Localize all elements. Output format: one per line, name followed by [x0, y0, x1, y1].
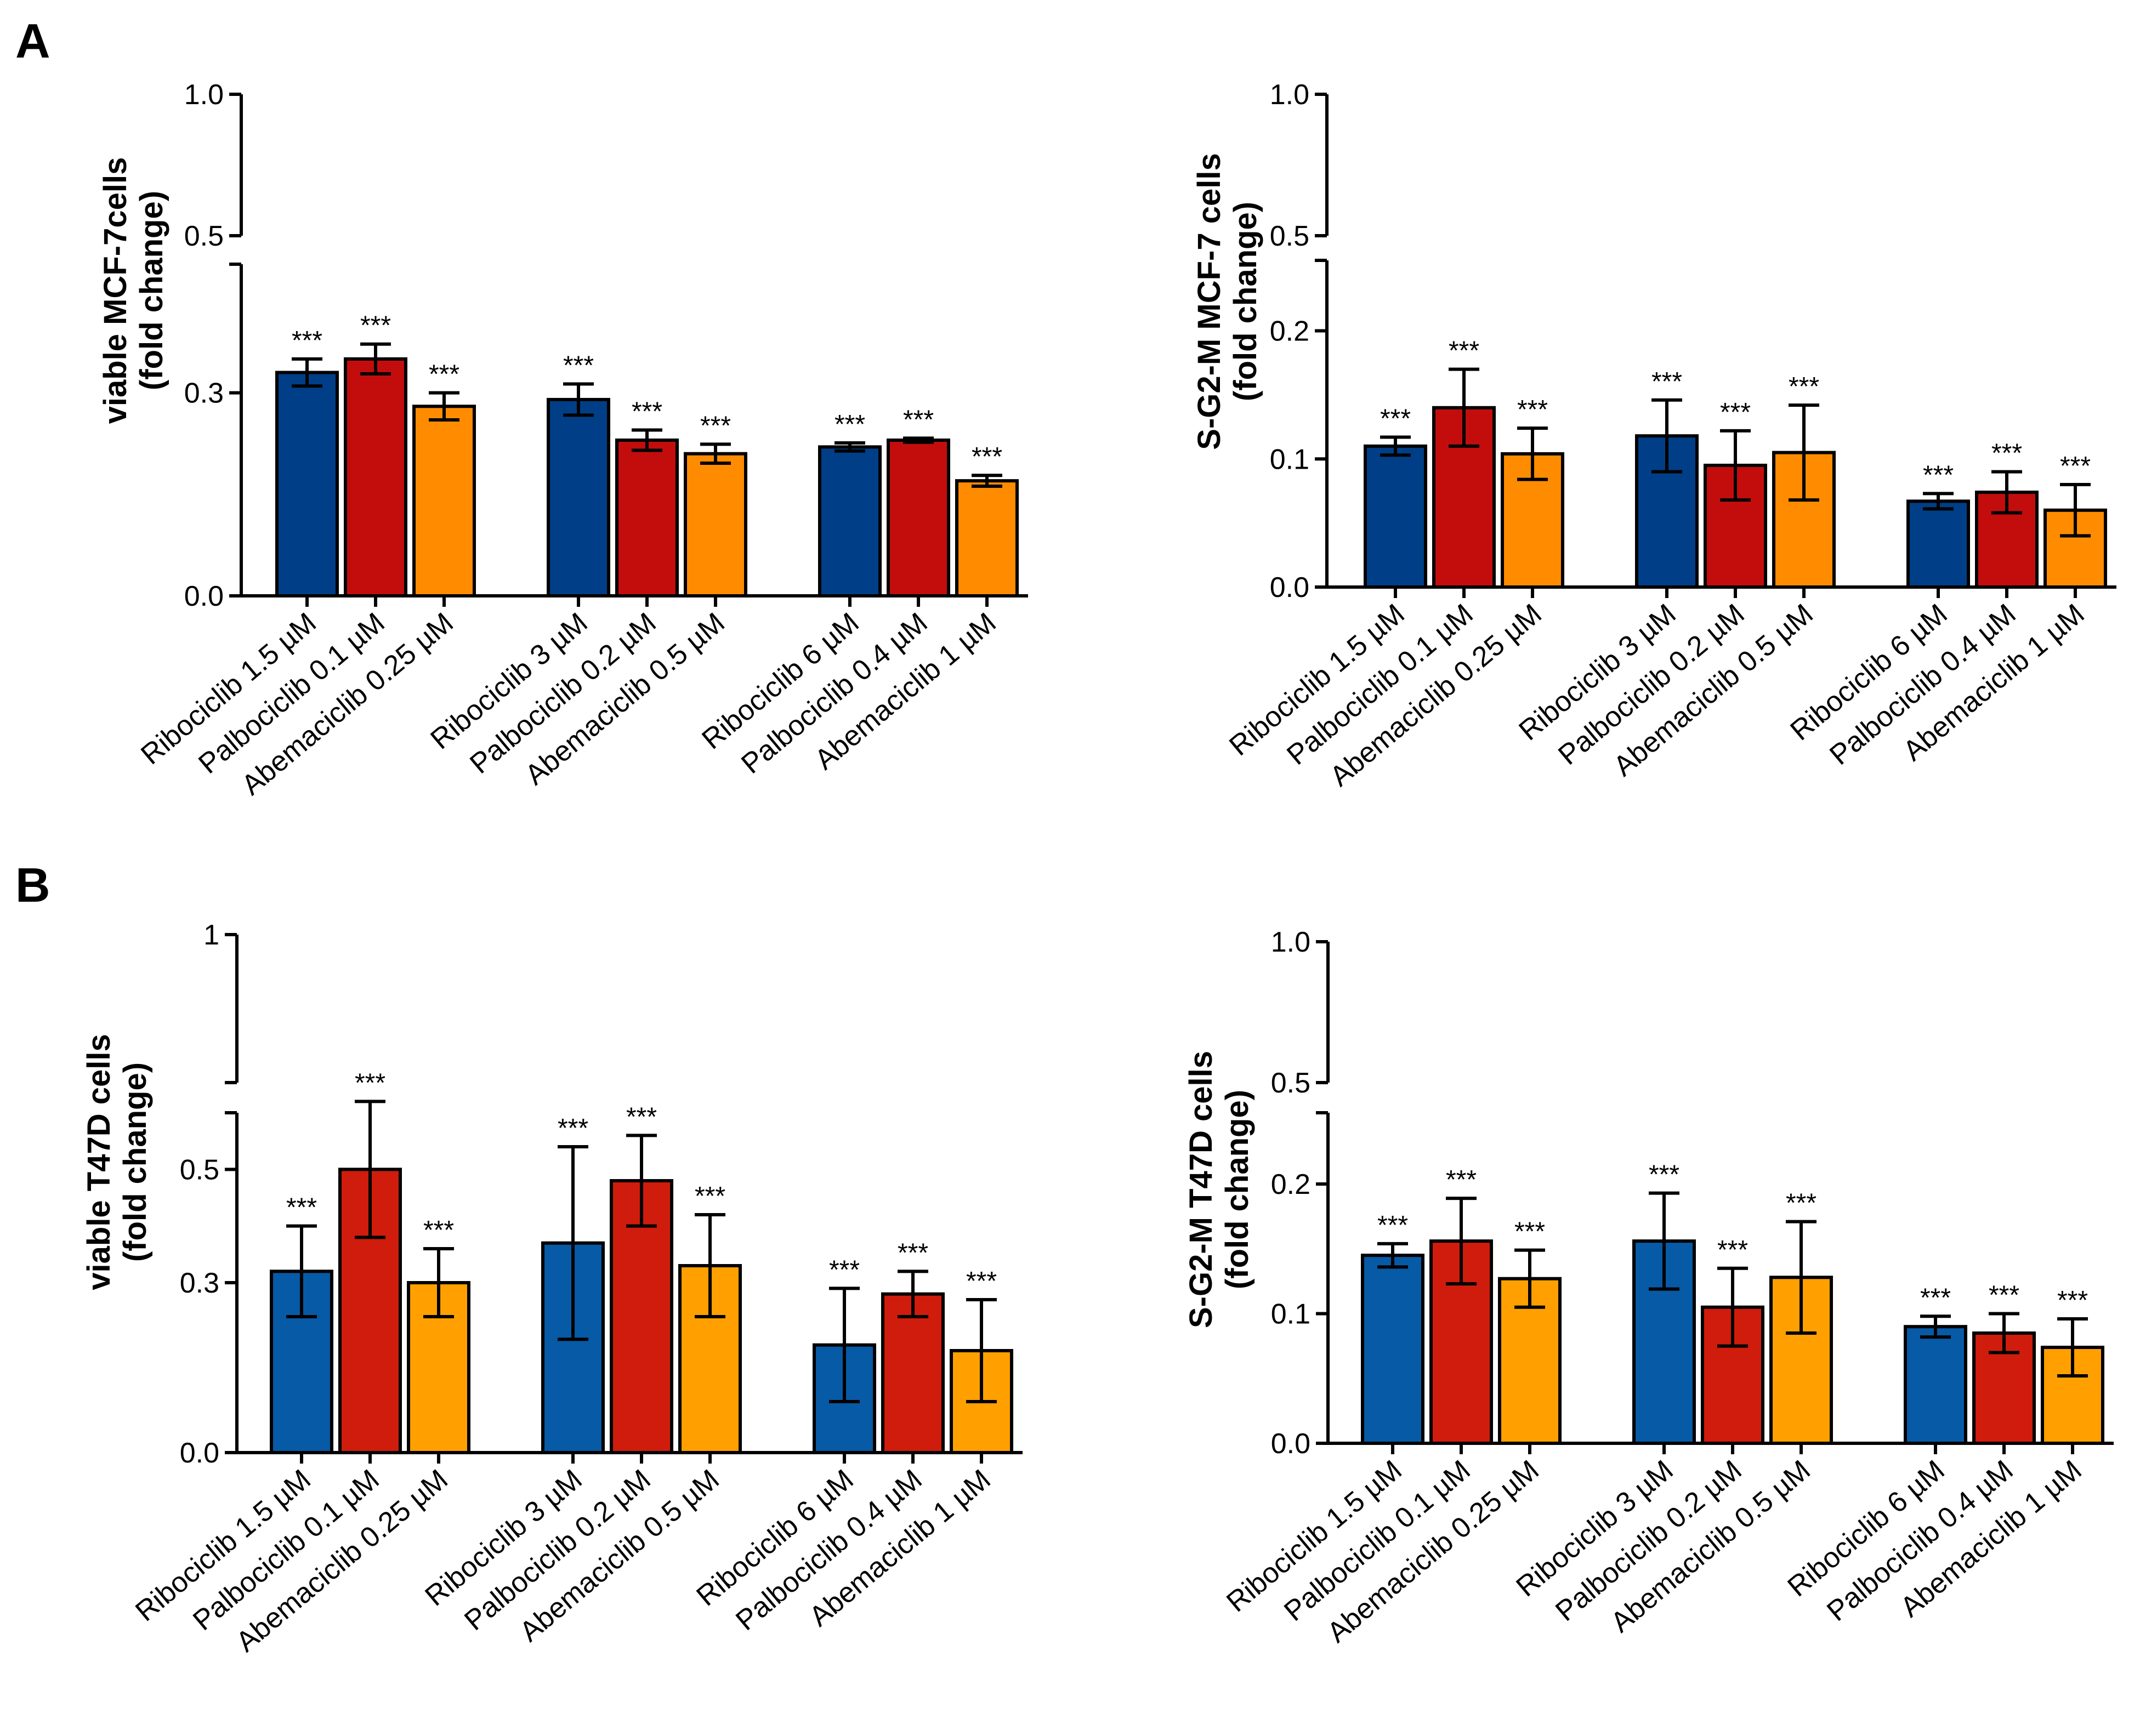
- y-axis-title-line: S-G2-M MCF-7 cells: [1191, 153, 1227, 449]
- significance-label: ***: [898, 1238, 928, 1267]
- y-axis-title-line: viable MCF-7cells: [98, 157, 133, 424]
- bar: [684, 452, 747, 597]
- significance-label: ***: [286, 1193, 317, 1222]
- bar: [1904, 1325, 1967, 1445]
- significance-label: ***: [558, 1114, 588, 1143]
- significance-label: ***: [2060, 452, 2091, 481]
- y-tick-label: 1: [203, 919, 219, 951]
- significance-label: ***: [2057, 1286, 2088, 1315]
- chart-viable-t47d: 0.0 0.3 0.5 1 viable T47D cells(fold change)…: [81, 919, 1023, 1658]
- significance-label: ***: [1514, 1217, 1545, 1246]
- significance-label: ***: [429, 360, 459, 389]
- significance-label: ***: [966, 1267, 997, 1296]
- bar: [547, 397, 610, 597]
- significance-label: ***: [563, 351, 594, 380]
- panel-letter-b: B: [15, 858, 50, 912]
- panel-letter-a: A: [15, 14, 50, 68]
- significance-label: ***: [695, 1182, 725, 1211]
- y-axis-title: viable T47D cells(fold change): [81, 1034, 153, 1290]
- y-tick-label: 0.5: [180, 1154, 219, 1186]
- significance-label: ***: [903, 405, 934, 434]
- bar: [1906, 499, 1970, 589]
- bar: [1364, 444, 1427, 589]
- significance-label: ***: [1789, 372, 1819, 401]
- y-tick-label: 0.0: [1270, 572, 1309, 604]
- y-tick-label: 1.0: [1271, 926, 1310, 958]
- significance-label: ***: [1649, 1160, 1679, 1189]
- significance-label: ***: [1720, 398, 1751, 427]
- significance-label: ***: [1920, 1283, 1951, 1312]
- y-tick-label: 0.2: [1270, 316, 1309, 348]
- y-tick-label: 0.3: [184, 378, 224, 409]
- significance-label: ***: [292, 326, 322, 355]
- y-axis-title: S-G2-M MCF-7 cells(fold change): [1191, 153, 1263, 449]
- y-tick-label: 1.0: [184, 79, 224, 111]
- y-axis-title-line: viable T47D cells: [81, 1034, 117, 1290]
- y-tick-label: 0.3: [180, 1267, 219, 1299]
- y-tick-label: 0.1: [1271, 1299, 1310, 1330]
- y-tick-label: 0.0: [184, 580, 224, 612]
- significance-label: ***: [1717, 1236, 1748, 1265]
- significance-label: ***: [1786, 1189, 1817, 1218]
- y-axis-title-line: (fold change): [1228, 202, 1263, 401]
- significance-label: ***: [355, 1068, 385, 1097]
- y-axis-title-line: (fold change): [134, 191, 169, 390]
- bar: [615, 439, 679, 597]
- y-axis-title: viable MCF-7cells(fold change): [98, 157, 169, 424]
- bar: [344, 357, 407, 597]
- bar: [955, 479, 1019, 598]
- significance-label: ***: [1517, 395, 1548, 424]
- significance-label: ***: [1991, 439, 2022, 468]
- significance-label: ***: [1923, 460, 1954, 490]
- significance-label: ***: [423, 1216, 454, 1245]
- y-axis-title-line: S-G2-M T47D cells: [1183, 1051, 1219, 1328]
- significance-label: ***: [700, 411, 731, 440]
- significance-label: ***: [360, 311, 391, 340]
- significance-label: ***: [1380, 405, 1411, 434]
- significance-label: ***: [829, 1255, 860, 1284]
- chart-viable-mcf7: 0.0 0.3 0.5 1.0 viable MCF-7cells(fold chang…: [98, 79, 1028, 801]
- chart-sg2m-mcf7: 0.0 0.1 0.2 0.5 1.0 S-G2-M MCF-7 cells(fold c…: [1191, 79, 2116, 793]
- bar: [275, 371, 339, 597]
- y-tick-label: 0.0: [1271, 1428, 1310, 1460]
- y-tick-label: 0.5: [184, 220, 224, 252]
- y-tick-label: 0.5: [1271, 1067, 1310, 1099]
- significance-label: ***: [632, 397, 662, 426]
- y-axis-title-line: (fold change): [117, 1062, 153, 1262]
- bar: [881, 1292, 945, 1455]
- y-tick-label: 0.2: [1271, 1169, 1310, 1200]
- significance-label: ***: [1377, 1211, 1408, 1240]
- bar: [412, 405, 476, 597]
- significance-label: ***: [972, 442, 1002, 471]
- y-tick-label: 1.0: [1270, 79, 1309, 111]
- y-tick-label: 0.5: [1270, 220, 1309, 252]
- significance-label: ***: [1651, 367, 1682, 396]
- bar: [887, 439, 950, 597]
- significance-label: ***: [835, 410, 865, 439]
- y-tick-label: 0.0: [180, 1437, 219, 1469]
- significance-label: ***: [1989, 1281, 2019, 1310]
- significance-label: ***: [626, 1102, 657, 1131]
- y-tick-label: 0.1: [1270, 443, 1309, 475]
- chart-sg2m-t47d: 0.0 0.1 0.2 0.5 1.0 S-G2-M T47D cells(fold ch…: [1183, 926, 2114, 1649]
- bar: [818, 445, 882, 598]
- significance-label: ***: [1449, 337, 1479, 366]
- y-axis-title-line: (fold change): [1219, 1090, 1255, 1289]
- y-axis-title: S-G2-M T47D cells(fold change): [1183, 1051, 1255, 1328]
- significance-label: ***: [1446, 1165, 1477, 1194]
- bar: [1361, 1254, 1424, 1445]
